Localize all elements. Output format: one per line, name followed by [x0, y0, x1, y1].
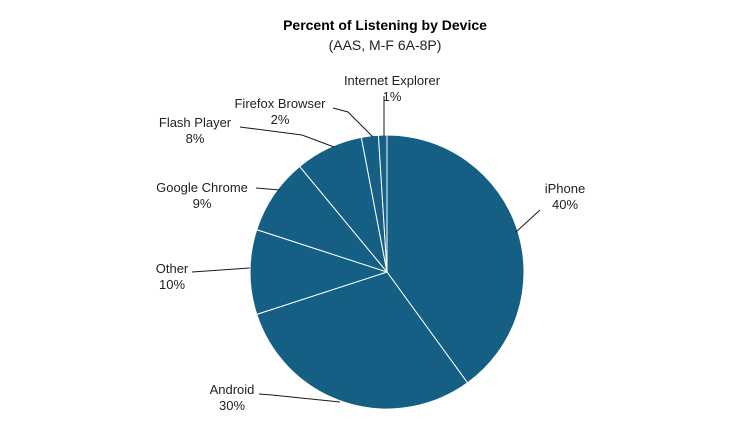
slice-internet-explorer: [377, 134, 388, 273]
slice-label-other: Other: [156, 261, 189, 276]
slice-android: [256, 271, 469, 410]
leader-line-flash-player: [239, 126, 335, 148]
chart-subtitle: (AAS, M-F 6A-8P): [329, 37, 442, 53]
slice-iphone: [386, 134, 525, 384]
leader-line-firefox-browser: [332, 107, 374, 138]
chart-title: Percent of Listening by Device: [283, 17, 487, 33]
slice-label-firefox-browser: Firefox Browser: [234, 96, 326, 111]
slice-value-flash-player: 8%: [186, 131, 205, 146]
slice-value-google-chrome: 9%: [193, 196, 212, 211]
slice-other: [249, 229, 389, 315]
slice-value-iphone: 40%: [552, 197, 578, 212]
slice-label-flash-player: Flash Player: [159, 115, 232, 130]
slice-value-other: 10%: [159, 277, 185, 292]
slice-value-internet-explorer: 1%: [383, 89, 402, 104]
slice-value-android: 30%: [219, 398, 245, 413]
leader-line-iphone: [515, 209, 541, 233]
slice-label-internet-explorer: Internet Explorer: [344, 73, 441, 88]
pie-slices: [249, 134, 525, 410]
leader-line-other: [191, 267, 251, 273]
slice-label-android: Android: [210, 382, 255, 397]
leader-line-android: [258, 393, 341, 403]
leader-line-google-chrome: [255, 187, 281, 191]
leader-lines: [191, 96, 541, 403]
slice-label-iphone: iPhone: [545, 181, 585, 196]
slice-label-google-chrome: Google Chrome: [156, 180, 248, 195]
slice-value-firefox-browser: 2%: [271, 112, 290, 127]
